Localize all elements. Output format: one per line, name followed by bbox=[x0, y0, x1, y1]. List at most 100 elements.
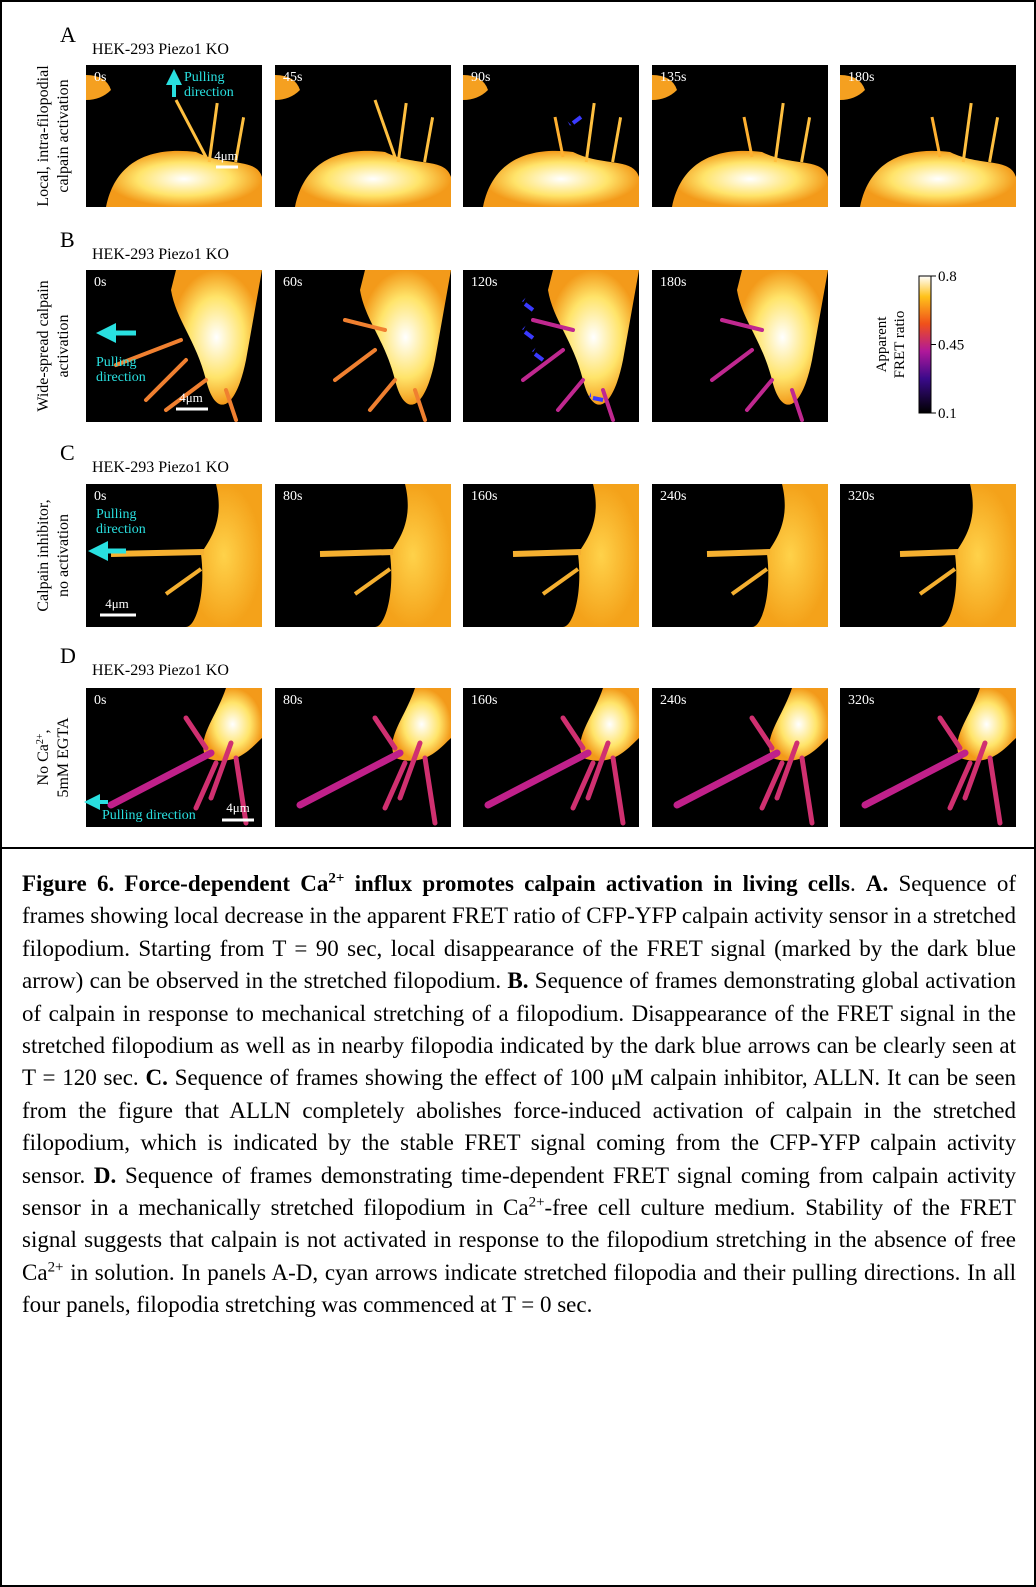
filopodium bbox=[961, 102, 973, 163]
filopodium bbox=[962, 740, 988, 801]
filopodium bbox=[611, 117, 623, 163]
side-label-part: No Ca bbox=[35, 744, 52, 785]
frame-time: 180s bbox=[848, 70, 874, 85]
filopodium bbox=[531, 318, 575, 332]
micrograph-content bbox=[110, 484, 262, 627]
arrow bbox=[533, 352, 545, 362]
filopodium bbox=[930, 116, 942, 158]
micrograph-content bbox=[710, 270, 828, 422]
figure: A HEK-293 Piezo1 KO Local, intra-filopodia… bbox=[2, 22, 1034, 849]
micrograph-content bbox=[861, 688, 1016, 826]
caption-text: Sequence of frames demonstrating global … bbox=[22, 968, 1016, 1091]
filopodium bbox=[706, 549, 771, 557]
cell-line-label: HEK-293 Piezo1 KO bbox=[92, 662, 229, 679]
filopodium bbox=[553, 116, 565, 158]
filopodium bbox=[720, 318, 764, 332]
arrow-head bbox=[589, 392, 591, 398]
cell-line-label: HEK-293 Piezo1 KO bbox=[92, 41, 229, 58]
filopodium bbox=[570, 760, 596, 811]
cell bbox=[672, 150, 828, 207]
filopodium bbox=[937, 715, 963, 751]
cell bbox=[737, 270, 828, 405]
pulling-label: Pulling direction bbox=[102, 808, 196, 823]
side-label: activation bbox=[55, 314, 72, 377]
micrograph-content bbox=[114, 270, 262, 422]
caption-text: A. bbox=[865, 871, 889, 896]
cell bbox=[957, 688, 1016, 761]
colorbar-label: FRET ratio bbox=[892, 311, 908, 379]
frame-time: 120s bbox=[471, 275, 497, 290]
arrow bbox=[523, 302, 535, 312]
filopodium bbox=[988, 117, 1000, 163]
filopodium bbox=[745, 378, 774, 412]
frame-time: 320s bbox=[848, 489, 874, 504]
pulling-label: Pulling bbox=[96, 355, 136, 370]
scale-bar-label: 4μm bbox=[226, 800, 250, 815]
micrograph-content bbox=[840, 75, 1016, 207]
cell bbox=[652, 75, 677, 100]
micrograph-content bbox=[275, 75, 451, 207]
micrograph-content bbox=[706, 484, 828, 627]
micrograph-content bbox=[652, 75, 828, 207]
scale-bar-label: 4μm bbox=[214, 148, 238, 163]
side-label: Local, intra-filopodial bbox=[35, 65, 52, 207]
micrograph-content bbox=[521, 270, 639, 422]
side-label-part: activation bbox=[55, 314, 72, 377]
filopodium bbox=[730, 567, 769, 596]
filopodium bbox=[368, 378, 397, 412]
filopodium bbox=[749, 715, 775, 751]
filopodium bbox=[208, 740, 234, 801]
caption-text: -free cell culture medium. Stability of … bbox=[22, 1195, 1016, 1285]
filopodium bbox=[800, 117, 812, 163]
filopodium bbox=[861, 749, 969, 809]
filopodium bbox=[987, 755, 1003, 826]
filopodium bbox=[114, 338, 183, 367]
caption-text: Figure 6. Force-dependent Ca bbox=[22, 871, 329, 896]
frame-time: 90s bbox=[471, 70, 490, 85]
filopodium bbox=[584, 102, 596, 163]
arrow-head bbox=[531, 347, 536, 352]
micrograph-content bbox=[484, 688, 639, 826]
filopodium bbox=[773, 102, 785, 163]
filopodium bbox=[174, 99, 208, 158]
side-label: Wide-spread calpain bbox=[35, 280, 52, 411]
frame-time: 180s bbox=[660, 275, 686, 290]
cell-line-label: HEK-293 Piezo1 KO bbox=[92, 459, 229, 476]
frame-time: 0s bbox=[94, 693, 106, 708]
filopodium bbox=[774, 740, 800, 801]
cell bbox=[375, 484, 451, 627]
caption-text: C. bbox=[145, 1065, 168, 1091]
cell bbox=[106, 150, 262, 207]
frame-time: 80s bbox=[283, 693, 302, 708]
side-label-part: Wide-spread calpain bbox=[35, 280, 52, 411]
filopodium bbox=[560, 715, 586, 751]
filopodium bbox=[333, 348, 377, 382]
filopodium bbox=[422, 755, 438, 826]
micrograph-content bbox=[673, 688, 828, 826]
side-label: no activation bbox=[55, 514, 72, 597]
panel-letter: A bbox=[60, 22, 76, 47]
cell bbox=[563, 484, 639, 627]
frame-time: 0s bbox=[94, 489, 106, 504]
side-label-part: calpain activation bbox=[55, 79, 72, 192]
scale-bar-label: 4μm bbox=[105, 596, 129, 611]
filopodium bbox=[918, 567, 957, 596]
frame-time: 80s bbox=[283, 489, 302, 504]
arrow bbox=[592, 396, 604, 402]
filopodium bbox=[164, 378, 208, 412]
panel-letter: D bbox=[60, 643, 76, 668]
filopodium bbox=[556, 378, 585, 412]
side-label-part: Local, intra-filopodial bbox=[35, 65, 52, 207]
arrow-head bbox=[521, 297, 526, 302]
frame-time: 0s bbox=[94, 275, 106, 290]
caption-text: influx promotes calpain activation in li… bbox=[344, 871, 850, 896]
arrow bbox=[571, 115, 583, 125]
caption-text: Sequence of frames showing the effect of… bbox=[22, 1065, 1016, 1188]
caption-text: B. bbox=[507, 968, 529, 994]
cell bbox=[769, 688, 828, 761]
filopodium bbox=[296, 749, 404, 809]
caption-text: 2+ bbox=[47, 1259, 64, 1276]
side-label: calpain activation bbox=[55, 79, 72, 192]
frame-time: 0s bbox=[94, 70, 106, 85]
